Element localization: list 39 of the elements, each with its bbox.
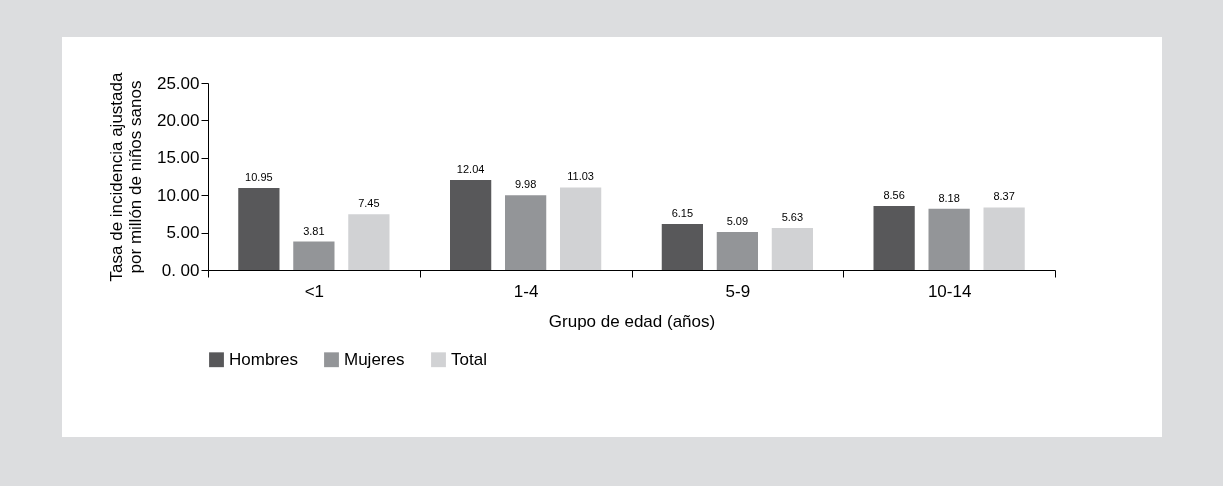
x-tick-label: 10-14 bbox=[927, 281, 972, 301]
y-tick-label: 5.00 bbox=[166, 223, 200, 243]
x-tick-label: <1 bbox=[304, 281, 325, 301]
data-label: 3.81 bbox=[303, 224, 325, 237]
legend-label: Total bbox=[451, 349, 487, 369]
data-label: 8.18 bbox=[938, 191, 960, 204]
y-tick-label: 20.00 bbox=[156, 110, 200, 130]
bar bbox=[450, 179, 492, 270]
bar bbox=[238, 188, 280, 270]
x-tick-label: 5-9 bbox=[725, 281, 751, 301]
data-label: 9.98 bbox=[514, 178, 537, 191]
bar bbox=[661, 224, 703, 270]
x-tick-label: 1-4 bbox=[513, 281, 539, 301]
bar bbox=[873, 205, 915, 270]
x-axis-title: Grupo de edad (años) bbox=[548, 311, 716, 331]
legend-label: Mujeres bbox=[344, 349, 405, 369]
bar bbox=[983, 207, 1025, 270]
data-label: 12.04 bbox=[456, 162, 485, 175]
y-tick-label: 0. 00 bbox=[161, 260, 200, 280]
data-label: 8.37 bbox=[993, 190, 1015, 203]
data-label: 5.63 bbox=[781, 210, 804, 223]
legend-label: Hombres bbox=[229, 349, 298, 369]
bar bbox=[293, 241, 335, 270]
bar bbox=[771, 227, 813, 270]
bar bbox=[928, 208, 970, 270]
data-label: 8.56 bbox=[883, 188, 905, 201]
y-tick-label: 10.00 bbox=[156, 185, 200, 205]
bar bbox=[560, 187, 602, 270]
data-label: 7.45 bbox=[358, 197, 380, 210]
bar bbox=[716, 231, 758, 270]
data-label: 11.03 bbox=[567, 170, 594, 183]
data-label: 10.95 bbox=[245, 171, 273, 184]
bar bbox=[505, 195, 547, 270]
y-tick-label: 25.00 bbox=[156, 73, 200, 93]
y-tick-label: 15.00 bbox=[156, 148, 200, 168]
data-label: 5.09 bbox=[726, 214, 749, 227]
y-axis-title: Tasa de incidencia ajustada por millón de niños sanos bbox=[106, 72, 145, 282]
data-label: 6.15 bbox=[671, 207, 694, 219]
bar bbox=[348, 214, 390, 270]
